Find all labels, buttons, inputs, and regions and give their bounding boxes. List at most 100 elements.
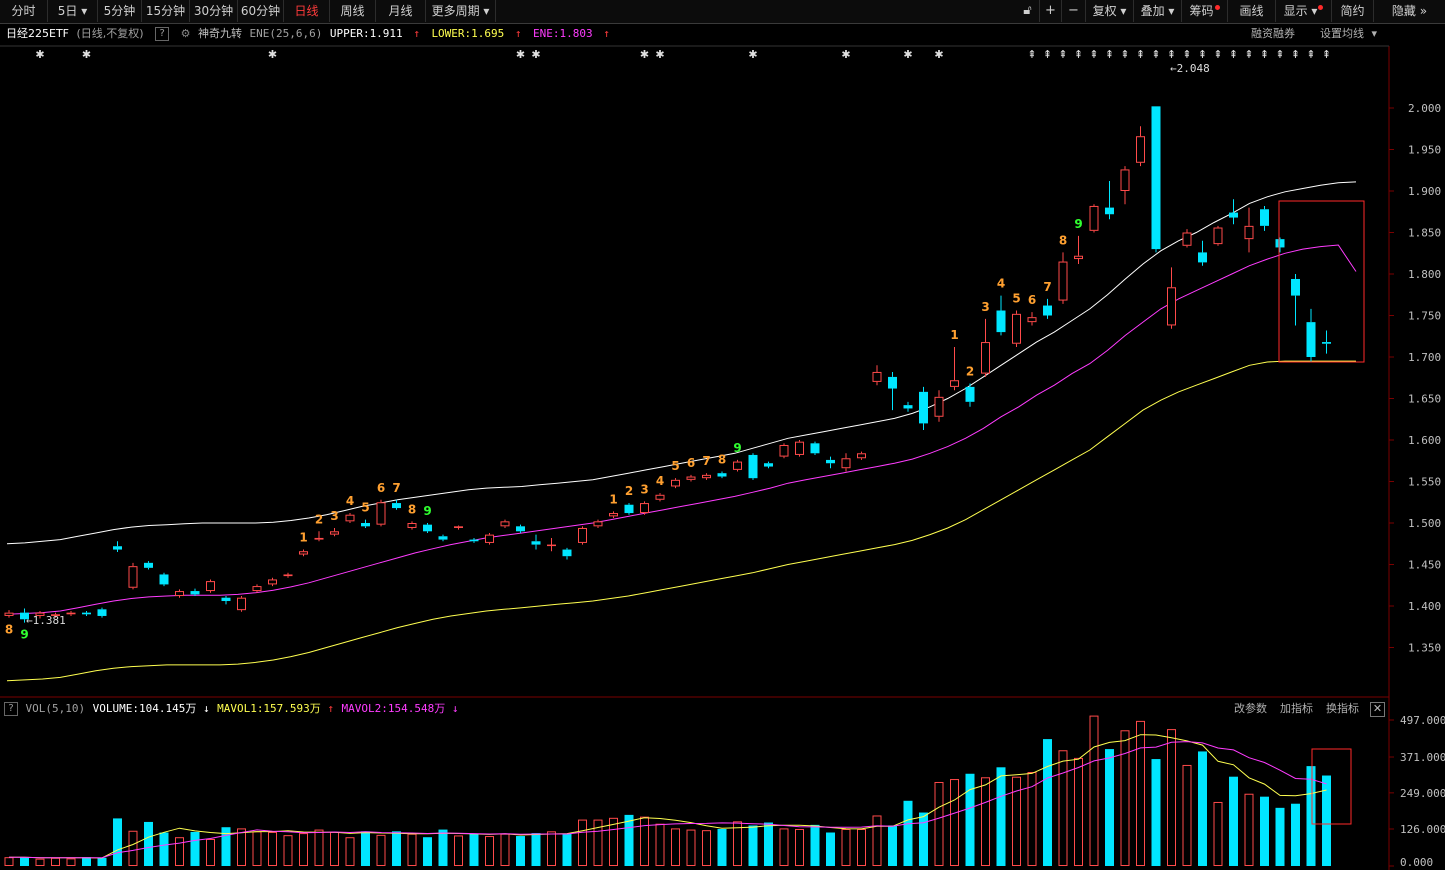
candle[interactable] — [1043, 298, 1052, 319]
candle[interactable] — [1213, 225, 1223, 246]
volume-bar[interactable] — [919, 812, 928, 866]
candle[interactable] — [609, 511, 618, 519]
candle[interactable] — [1105, 181, 1114, 220]
candle[interactable] — [51, 612, 60, 618]
volume-bar[interactable] — [671, 828, 680, 866]
volume-bar[interactable] — [810, 824, 820, 866]
volume-bar[interactable] — [826, 832, 835, 866]
help-icon[interactable]: ? — [155, 27, 170, 41]
volume-bar[interactable] — [175, 837, 184, 866]
candle[interactable] — [175, 589, 184, 598]
candle[interactable] — [1260, 205, 1269, 231]
candle[interactable] — [252, 584, 262, 593]
volume-bar[interactable] — [1136, 720, 1145, 866]
volume-bar[interactable] — [795, 828, 804, 866]
candle[interactable] — [516, 524, 525, 533]
period-more[interactable]: 更多周期 ▾ — [426, 0, 496, 22]
unlock-icon[interactable]: 🔓︎ — [1016, 0, 1040, 22]
period-60min[interactable]: 60分钟 — [238, 0, 284, 22]
candle[interactable] — [1244, 207, 1254, 253]
volume-bar[interactable] — [996, 767, 1006, 866]
volume-bar[interactable] — [609, 817, 618, 866]
volume-bar[interactable] — [376, 834, 386, 866]
candle[interactable] — [841, 453, 851, 472]
period-weekly[interactable]: 周线 — [330, 0, 376, 22]
candle[interactable] — [159, 572, 169, 587]
volume-bar[interactable] — [206, 838, 215, 866]
volume-bar[interactable] — [485, 836, 494, 866]
volume-bar[interactable] — [423, 837, 432, 866]
draw-button[interactable]: 画线 — [1228, 0, 1276, 22]
candle[interactable] — [996, 295, 1006, 336]
volume-bar[interactable] — [1229, 776, 1238, 866]
candle[interactable] — [361, 519, 370, 528]
volume-bar[interactable] — [1182, 764, 1192, 867]
volume-bar[interactable] — [113, 818, 122, 866]
adjust-button[interactable]: 复权 ▾ — [1086, 0, 1134, 22]
candle[interactable] — [531, 534, 541, 550]
volume-bar[interactable] — [950, 779, 959, 866]
candle[interactable] — [20, 608, 29, 623]
volume-bar[interactable] — [392, 831, 401, 866]
volume-bar[interactable] — [144, 821, 153, 866]
zoom-in-icon[interactable]: + — [1040, 0, 1062, 22]
candle[interactable] — [1058, 252, 1068, 304]
candle[interactable] — [981, 318, 990, 377]
volume-bar[interactable] — [330, 831, 339, 866]
candle[interactable] — [330, 527, 339, 537]
candle[interactable] — [1198, 240, 1207, 266]
candle[interactable] — [888, 371, 897, 411]
candle[interactable] — [1151, 106, 1161, 253]
candle[interactable] — [702, 473, 711, 480]
volume-bar[interactable] — [1260, 796, 1269, 866]
volume-bar[interactable] — [841, 828, 851, 866]
volume-bar[interactable] — [640, 816, 649, 866]
period-daily[interactable]: 日线 — [284, 0, 330, 22]
close-icon[interactable]: ✕ — [1370, 702, 1385, 717]
simple-button[interactable]: 简约 — [1332, 0, 1374, 22]
volume-bar[interactable] — [469, 833, 479, 866]
volume-bar[interactable] — [888, 825, 897, 866]
volume-bar[interactable] — [1291, 803, 1300, 866]
zoom-out-icon[interactable]: − — [1062, 0, 1086, 22]
volume-bar[interactable] — [733, 821, 742, 866]
candle[interactable] — [407, 521, 417, 530]
period-15min[interactable]: 15分钟 — [142, 0, 190, 22]
display-button[interactable]: 显示 ▾ — [1276, 0, 1332, 22]
candle[interactable] — [4, 610, 14, 618]
volume-bar[interactable] — [1167, 729, 1176, 866]
volume-bar[interactable] — [686, 829, 696, 866]
candle[interactable] — [438, 534, 448, 542]
candle[interactable] — [903, 401, 913, 412]
add-indicator-button[interactable]: 加指标 — [1280, 702, 1313, 715]
switch-indicator-button[interactable]: 换指标 — [1326, 702, 1359, 715]
candle[interactable] — [562, 547, 572, 560]
candle[interactable] — [810, 441, 820, 455]
candle[interactable] — [1012, 310, 1021, 348]
period-5day[interactable]: 5日 ▾ — [48, 0, 98, 22]
candle[interactable] — [1306, 308, 1316, 362]
candle[interactable] — [1136, 126, 1145, 167]
volume-bar[interactable] — [1043, 739, 1052, 866]
hide-button[interactable]: 隐藏 » — [1391, 4, 1428, 18]
volume-bar[interactable] — [361, 831, 370, 866]
candle[interactable] — [1167, 267, 1176, 329]
candle[interactable] — [748, 453, 758, 480]
volume-bar[interactable] — [531, 833, 541, 866]
volume-bar[interactable] — [283, 835, 293, 866]
candle[interactable] — [593, 519, 603, 528]
candle[interactable] — [1027, 312, 1037, 326]
candle[interactable] — [547, 537, 556, 552]
candle[interactable] — [578, 526, 587, 545]
candle[interactable] — [82, 610, 91, 616]
candle[interactable] — [299, 549, 308, 557]
candle[interactable] — [376, 499, 386, 527]
volume-bar[interactable] — [407, 833, 417, 866]
volume-bar[interactable] — [593, 819, 603, 866]
period-30min[interactable]: 30分钟 — [190, 0, 238, 22]
volume-bar[interactable] — [1105, 749, 1114, 866]
volume-bar[interactable] — [872, 815, 882, 867]
volume-bar[interactable] — [1120, 730, 1130, 866]
volume-bar[interactable] — [702, 830, 711, 866]
volume-bar[interactable] — [934, 781, 944, 866]
